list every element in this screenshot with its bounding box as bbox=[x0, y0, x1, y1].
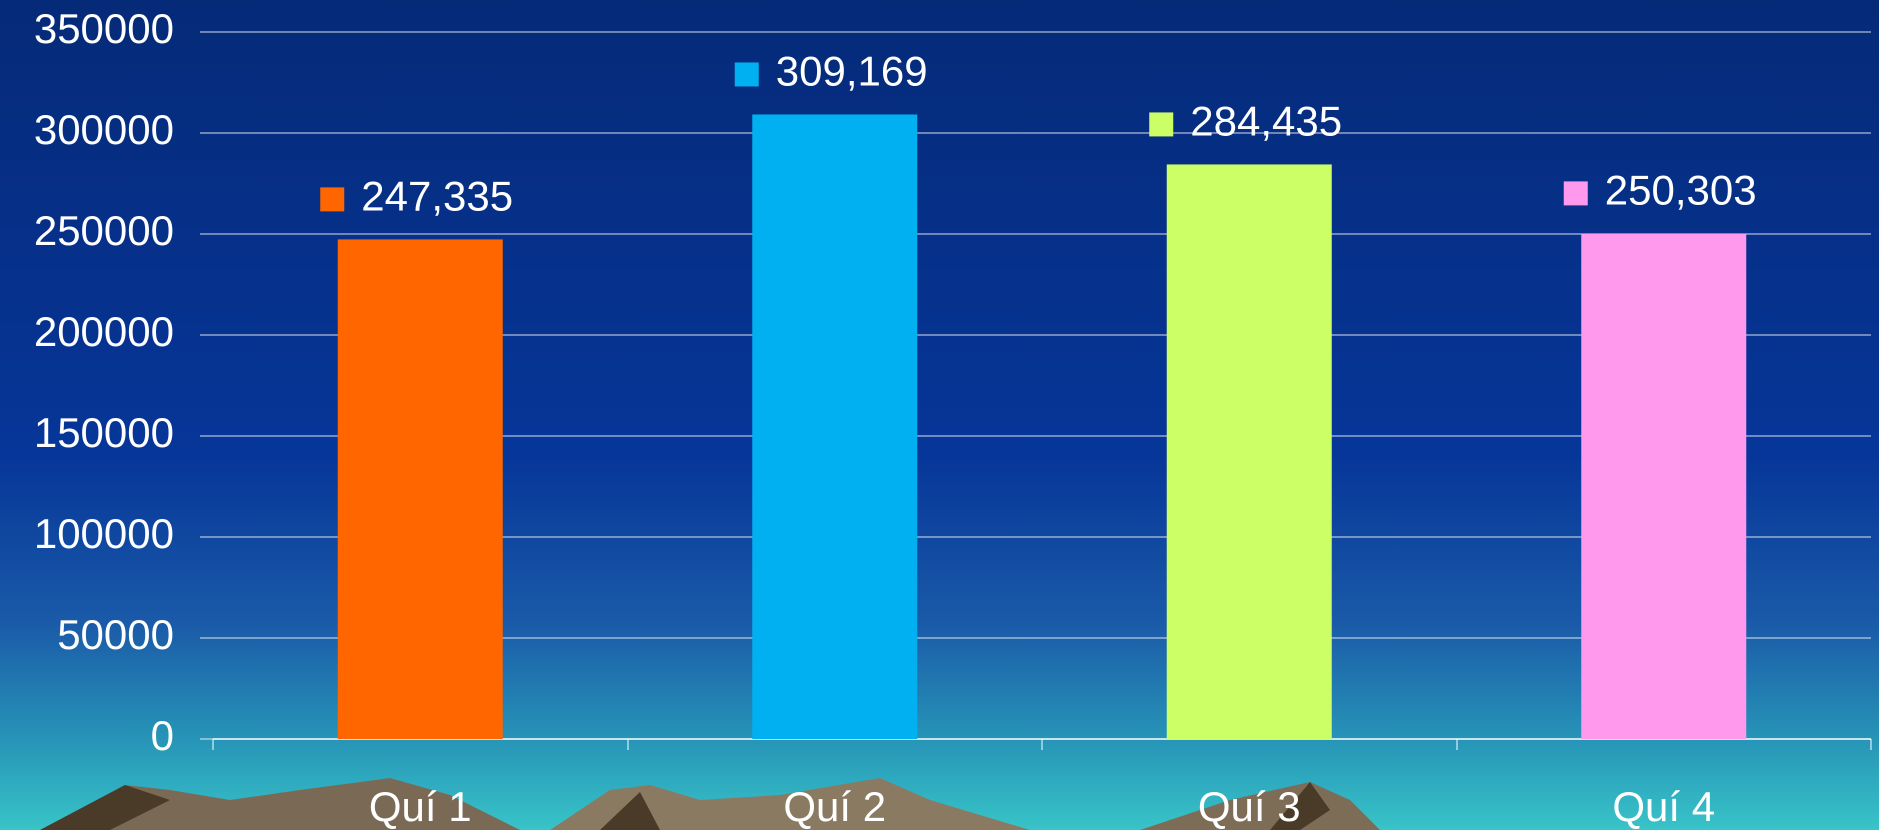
bar bbox=[338, 239, 503, 739]
data-label: 284,435 bbox=[1190, 98, 1342, 145]
page: 0 50000 100000 150000 200000 250000 300000 3500… bbox=[0, 0, 1879, 830]
y-tick-label: 250000 bbox=[34, 207, 174, 254]
bar bbox=[1581, 233, 1746, 739]
y-tick-label: 150000 bbox=[34, 409, 174, 456]
x-tick-label: Quí 4 bbox=[1612, 783, 1715, 830]
y-tick-label: 300000 bbox=[34, 106, 174, 153]
data-label: 247,335 bbox=[361, 172, 513, 219]
label-marker bbox=[1149, 112, 1173, 136]
x-tick-label: Quí 3 bbox=[1198, 783, 1301, 830]
y-tick-label: 200000 bbox=[34, 308, 174, 355]
y-tick-label: 0 bbox=[151, 712, 174, 759]
bar bbox=[1167, 164, 1332, 739]
data-label: 309,169 bbox=[776, 48, 928, 95]
label-marker bbox=[320, 187, 344, 211]
data-label: 250,303 bbox=[1605, 166, 1757, 213]
x-tick-label: Quí 2 bbox=[783, 783, 886, 830]
y-tick-label: 100000 bbox=[34, 510, 174, 557]
y-tick-label: 50000 bbox=[57, 611, 174, 658]
chart: 0 50000 100000 150000 200000 250000 300000 3500… bbox=[0, 0, 1879, 830]
x-tick-label: Quí 1 bbox=[369, 783, 472, 830]
bar bbox=[752, 114, 917, 739]
label-marker bbox=[1564, 181, 1588, 205]
label-marker bbox=[735, 62, 759, 86]
y-tick-label: 350000 bbox=[34, 5, 174, 52]
